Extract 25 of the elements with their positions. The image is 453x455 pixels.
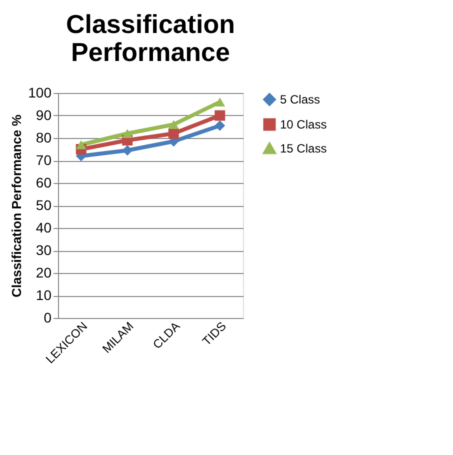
y-tick-label: 50 [36, 197, 52, 213]
point [214, 110, 226, 121]
y-tick-label: 60 [36, 174, 52, 190]
point [122, 145, 133, 156]
point [122, 128, 133, 138]
y-tick-label: 0 [44, 310, 52, 326]
point [214, 120, 226, 131]
y-tick-label: 10 [36, 287, 52, 303]
legend-label: 5 Class [280, 92, 320, 106]
y-tick-label: 70 [36, 152, 52, 168]
point [214, 97, 226, 107]
legend-label: 15 Class [280, 142, 327, 156]
y-tick-label: 20 [36, 264, 52, 280]
point [168, 120, 179, 130]
y-axis-title: Classification Performance % [9, 114, 24, 298]
y-tick-label: 90 [36, 107, 52, 123]
point [76, 140, 86, 150]
y-tick-label: 40 [36, 220, 52, 236]
text: Classification [66, 9, 236, 39]
y-tick-label: 80 [36, 130, 52, 146]
legend-label: 10 Class [280, 118, 327, 132]
y-tick-label: 30 [36, 242, 52, 258]
text: Performance [71, 37, 230, 67]
point [168, 128, 179, 139]
y-tick-label: 100 [28, 84, 52, 100]
